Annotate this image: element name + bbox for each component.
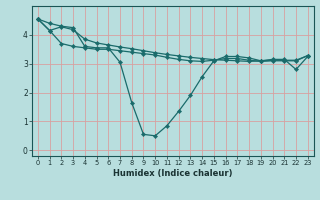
X-axis label: Humidex (Indice chaleur): Humidex (Indice chaleur): [113, 169, 233, 178]
